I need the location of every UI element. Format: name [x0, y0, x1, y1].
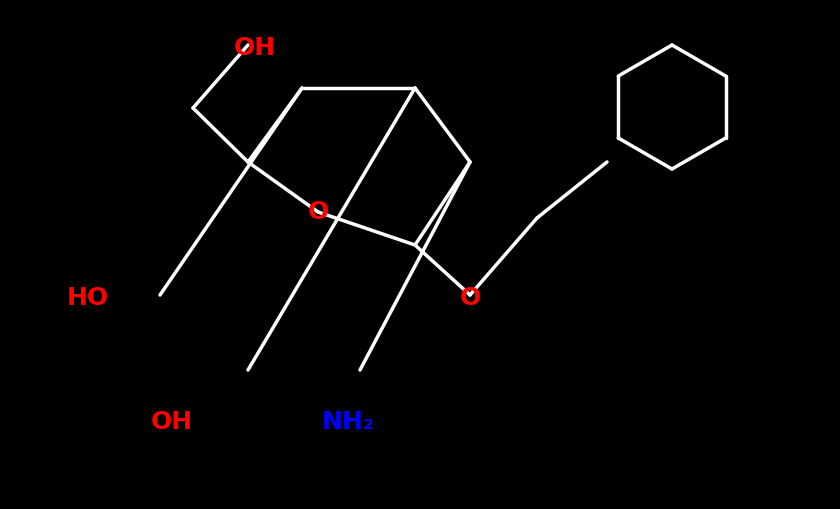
Text: NH₂: NH₂ — [322, 410, 375, 434]
Text: OH: OH — [234, 36, 276, 60]
Text: O: O — [307, 200, 328, 224]
Text: OH: OH — [151, 410, 193, 434]
Text: O: O — [459, 286, 480, 310]
Text: HO: HO — [67, 286, 109, 310]
